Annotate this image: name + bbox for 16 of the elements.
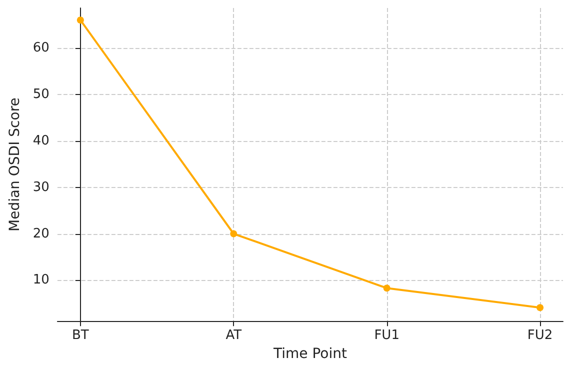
y-tick-label: 20: [32, 226, 50, 242]
x-tick-label: AT: [226, 328, 242, 344]
point: [536, 304, 544, 312]
point: [76, 16, 84, 24]
y-tick-label: 50: [32, 86, 50, 102]
x-axis-title: Time Point: [272, 346, 348, 362]
point: [383, 284, 390, 292]
y-tick-label: 40: [32, 133, 50, 148]
y-tick-label: 30: [32, 180, 50, 195]
point: [230, 230, 238, 238]
x-tick-label: BT: [72, 328, 89, 344]
x-tick-label: FU1: [374, 328, 400, 344]
x-tick-label: FU2: [527, 328, 553, 344]
y-axis-title: Median OSDI Score: [7, 98, 23, 232]
y-tick-label: 10: [32, 272, 50, 288]
y-tick-label: 60: [32, 40, 50, 56]
